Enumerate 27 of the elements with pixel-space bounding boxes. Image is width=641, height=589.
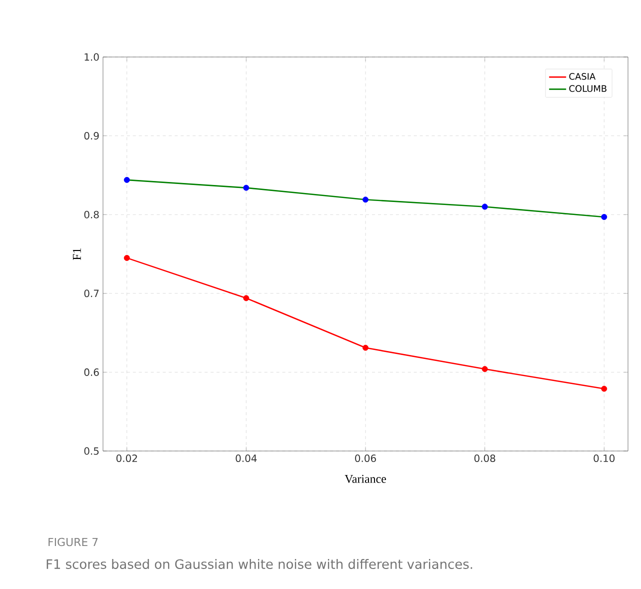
x-tick-label: 0.08 (474, 454, 496, 462)
text: FIGURE 7 (48, 538, 98, 546)
point (124, 254, 130, 261)
point (482, 366, 488, 372)
y-tick-label: 0.9 (84, 132, 99, 140)
y-tick-label: 0.8 (84, 210, 99, 218)
y-tick-label: 0.5 (84, 447, 99, 455)
x-tick-label: 0.10 (594, 454, 615, 462)
x-tick-label: 0.04 (236, 454, 257, 462)
point (601, 386, 608, 392)
point (482, 204, 488, 210)
point (124, 176, 130, 183)
point (362, 344, 368, 351)
y-axis-title: F1 (72, 248, 81, 260)
y-tick-label: 1.0 (84, 53, 99, 61)
y-tick-label: 0.6 (84, 368, 99, 376)
point (601, 214, 608, 220)
point (243, 184, 250, 191)
x-tick-label: 0.02 (116, 454, 137, 462)
x-axis-title: Variance (344, 474, 386, 483)
x-tick-label: 0.06 (355, 454, 376, 462)
text: F1 scores based on Gaussian white noise with different variances. (46, 558, 472, 570)
point (362, 196, 368, 203)
point (243, 295, 250, 302)
legend-label: COLUMB (569, 85, 606, 92)
y-tick-label: 0.7 (84, 290, 99, 298)
legend-label: CASIA (569, 72, 596, 80)
